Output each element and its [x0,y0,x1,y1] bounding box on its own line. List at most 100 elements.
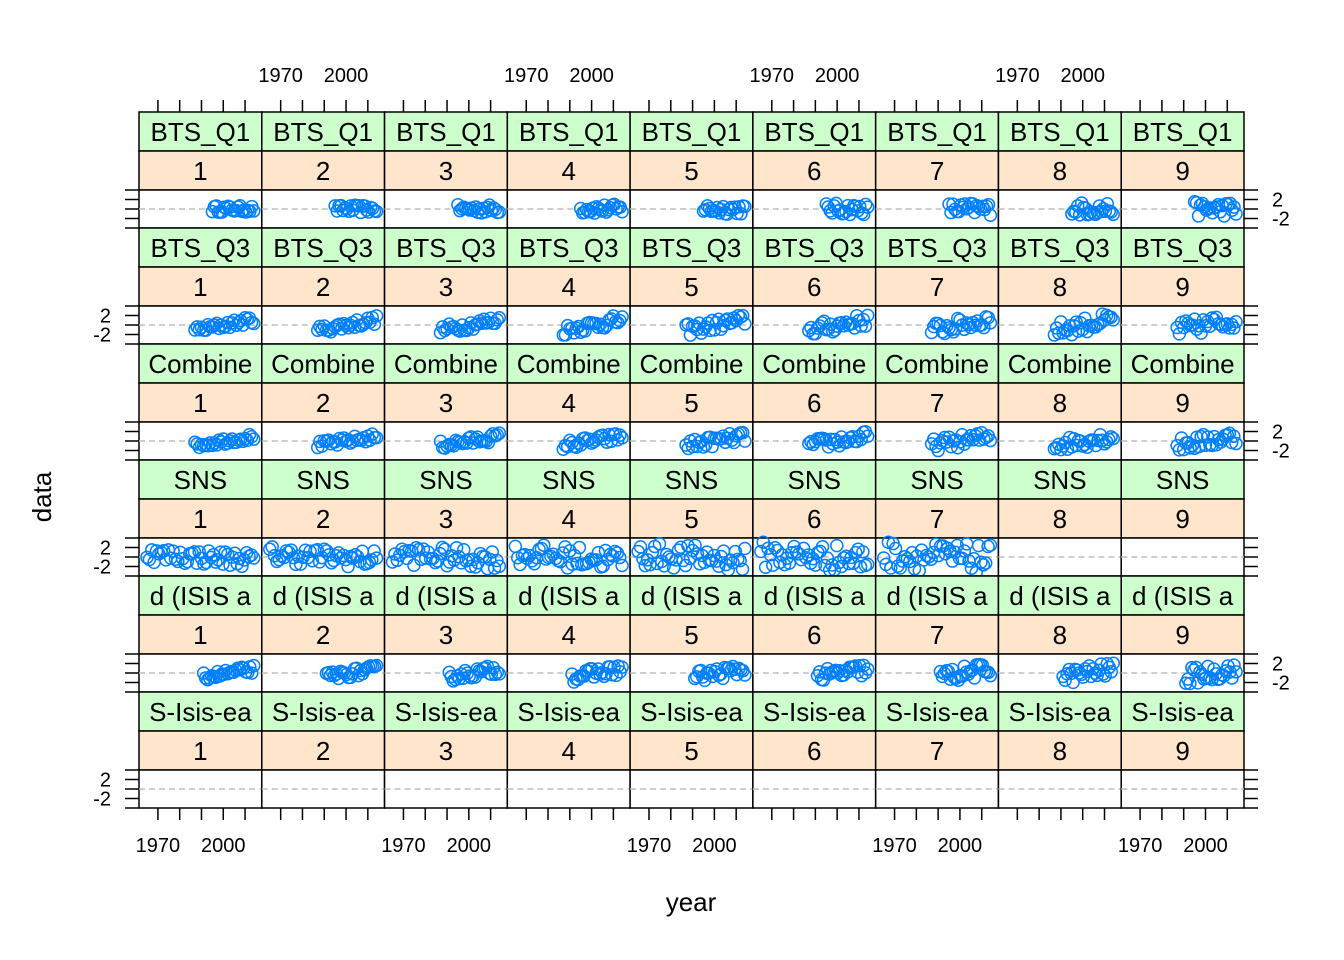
data-point [981,197,996,212]
panel: d (ISIS a 6 [752,575,877,693]
strip-age-label: 5 [684,156,698,186]
data-point [229,318,244,333]
data-point [435,540,450,555]
strip-age-label: 7 [930,736,944,766]
y-tick-label: 2 [1272,190,1283,212]
strip-age [1120,614,1245,655]
strip-survey [629,575,754,616]
data-point [688,538,702,553]
panel: Combine 1 [138,343,263,461]
strip-age-label: 4 [561,504,575,534]
data-point [188,323,202,337]
x-tick-label: 1970 [872,835,917,857]
data-point [945,554,960,568]
strip-survey [261,343,386,384]
strip-survey-label: Combine [394,349,498,379]
data-point [369,658,384,673]
strip-survey [997,691,1122,732]
strip-survey-label: d (ISIS a [273,581,375,611]
data-point [205,320,220,334]
data-point [858,319,873,333]
data-point [593,317,608,332]
data-point [1203,319,1217,333]
data-point [922,550,936,564]
strip-survey [506,111,631,152]
data-point [603,200,618,215]
data-point [981,665,996,680]
strip-survey-label: S-Isis-ea [395,697,498,727]
strip-survey-label: BTS_Q3 [519,233,619,263]
strip-survey-label: Combine [639,349,743,379]
strip-age [506,498,631,539]
data-point [738,668,752,682]
data-point [983,208,998,223]
strip-age [629,498,754,539]
data-point [1106,207,1120,222]
strip-survey-label: d (ISIS a [764,581,866,611]
strip-survey-label: BTS_Q1 [151,117,251,147]
data-point [738,434,752,448]
strip-age [629,614,754,655]
strip-age-label: 1 [193,736,207,766]
strip-survey [383,691,509,732]
panel: S-Isis-ea 1 [138,691,263,809]
data-point [247,658,261,673]
data-point [856,658,871,673]
data-point [888,541,903,556]
strip-survey-label: d (ISIS a [395,581,497,611]
data-point [558,540,572,554]
panel: SNS 9 [1120,459,1245,577]
data-point [1065,327,1079,342]
strip-age [261,266,386,307]
data-point [527,556,542,571]
strip-survey [506,575,631,616]
strip-survey [261,575,386,616]
panel: S-Isis-ea 7 [874,691,1000,809]
strip-survey [138,459,263,500]
data-point [975,199,990,214]
strip-survey [138,575,263,616]
data-point [1229,436,1243,451]
x-tick-label: 2000 [569,65,614,87]
data-point [731,308,746,323]
strip-age [261,498,386,539]
data-point [313,319,327,334]
strip-age [383,498,509,539]
strip-age-label: 5 [684,272,698,302]
strip-age [383,266,509,307]
data-point [365,427,379,441]
x-tick-label: 2000 [815,65,860,87]
data-point [1183,441,1197,455]
strip-age [383,730,509,771]
strip-survey-label: BTS_Q3 [1010,233,1110,263]
strip-survey-label: d (ISIS a [1009,581,1111,611]
strip-age [1120,382,1245,423]
strip-survey-label: d (ISIS a [150,581,252,611]
data-point [597,431,612,446]
data-point [645,545,660,560]
data-point [891,559,905,573]
data-point [830,319,844,333]
x-axis-title: year [666,887,717,917]
strip-survey-label: Combine [517,349,621,379]
data-point [698,438,713,452]
strip-age-label: 3 [439,736,453,766]
data-point [492,426,507,440]
data-point [834,316,849,330]
x-tick-label: 1970 [627,835,672,857]
y-tick-label: 2 [100,306,111,328]
data-point [1176,442,1191,457]
data-point [944,205,958,220]
data-point [678,558,693,573]
data-point [599,666,613,681]
panel: Combine 4 [506,343,631,461]
data-point [369,430,384,445]
data-point [328,435,342,449]
strip-age [506,730,631,771]
data-point [1227,429,1241,443]
panel: BTS_Q3 2 [261,227,386,345]
data-point [971,200,986,214]
strip-survey-label: BTS_Q1 [887,117,987,147]
strip-survey [138,227,263,268]
strip-age-label: 8 [1053,620,1067,650]
